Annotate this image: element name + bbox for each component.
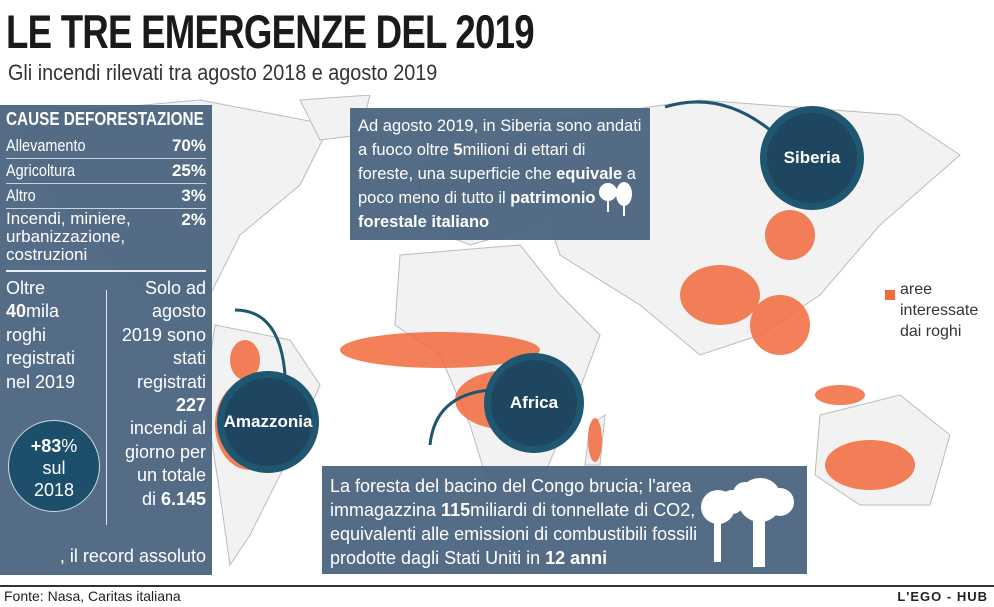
highlight: patrimonio forestale italiano xyxy=(358,189,596,231)
legend-label: aree interessate dai roghi xyxy=(900,281,979,340)
africa-marker: Africa xyxy=(484,353,584,453)
causes-heading: CAUSE DEFORESTAZIONE xyxy=(6,109,204,129)
highlight: equivale xyxy=(556,165,623,183)
page-subtitle: Gli incendi rilevati tra agosto 2018 e a… xyxy=(8,60,438,85)
siberia-panel: Ad agosto 2019, in Siberia sono andati a… xyxy=(350,108,650,240)
divider xyxy=(6,270,206,272)
legend-swatch xyxy=(885,290,895,300)
increase-badge: +83% sul 2018 xyxy=(8,420,100,512)
amazzonia-marker: Amazzonia xyxy=(217,371,319,473)
marker-label: Siberia xyxy=(783,148,841,167)
badge-year: 2018 xyxy=(33,480,75,500)
august-fires-text: Solo ad agosto 2019 sono stati registrat… xyxy=(112,277,206,511)
text: mila roghi registrati nel 2019 xyxy=(6,301,76,392)
cause-row: Allevamento 70% xyxy=(6,135,206,159)
cause-label: Agricoltura xyxy=(6,161,76,180)
cause-value: 3% xyxy=(181,186,206,205)
badge-text: sul xyxy=(42,458,66,478)
cause-label: Allevamento xyxy=(6,136,86,155)
cause-value: 2% xyxy=(181,210,206,229)
forest-trees-icon xyxy=(701,478,794,567)
highlight-number: 40 xyxy=(6,301,27,322)
text: Oltre xyxy=(6,278,46,298)
text: La foresta del bacino del Congo brucia; … xyxy=(330,476,692,520)
text: Ad agosto 2019, in Siberia sono andati a… xyxy=(358,117,642,159)
text: incendi al giorno per un totale xyxy=(124,418,206,486)
highlight: 115 xyxy=(441,500,471,520)
highlight-number: 6.145 xyxy=(160,488,206,509)
siberia-marker: Siberia xyxy=(760,106,864,210)
marker-label: Amazzonia xyxy=(223,412,313,431)
footer-rule xyxy=(0,585,994,587)
badge-pct: % xyxy=(61,436,78,456)
brand-text: L'EGO - HUB xyxy=(897,589,988,604)
text: di xyxy=(141,488,161,509)
page-title: LE TRE EMERGENZE DEL 2019 xyxy=(6,5,535,58)
marker-label: Africa xyxy=(509,393,559,412)
highlight: 5 xyxy=(453,141,463,159)
divider xyxy=(106,290,107,525)
cause-row: Altro 3% xyxy=(6,185,206,209)
cause-row: Incendi, miniere, urbanizzazione, costru… xyxy=(6,209,206,267)
text: a poco meno di tutto il xyxy=(358,165,636,207)
highlight-number: 227 xyxy=(175,395,206,416)
cause-value: 25% xyxy=(171,161,206,180)
causes-panel: CAUSE DEFORESTAZIONE Allevamento 70% Agri… xyxy=(0,105,212,575)
legend: aree interessate dai roghi xyxy=(885,281,990,342)
text: miliardi di tonnellate di CO2, equivalen… xyxy=(330,500,698,568)
source-text: Fonte: Nasa, Caritas italiana xyxy=(4,588,181,604)
record-text: , il record assoluto xyxy=(60,545,206,568)
text: Solo ad agosto 2019 sono stati registrat… xyxy=(121,278,206,392)
cause-label: Altro xyxy=(6,186,36,205)
text: milioni di ettari di foreste, una superf… xyxy=(358,141,586,183)
trees-icon xyxy=(599,182,632,216)
cause-row: Agricoltura 25% xyxy=(6,160,206,184)
cause-value: 70% xyxy=(171,136,206,155)
highlight: 12 anni xyxy=(545,548,608,568)
arrows xyxy=(234,100,771,446)
fires-total-text: Oltre 40mila roghi registrati nel 2019 xyxy=(6,277,96,394)
badge-number: +83 xyxy=(30,436,62,456)
cause-label: Incendi, miniere, urbanizzazione, costru… xyxy=(6,209,131,264)
text: , il record assoluto xyxy=(59,546,206,566)
